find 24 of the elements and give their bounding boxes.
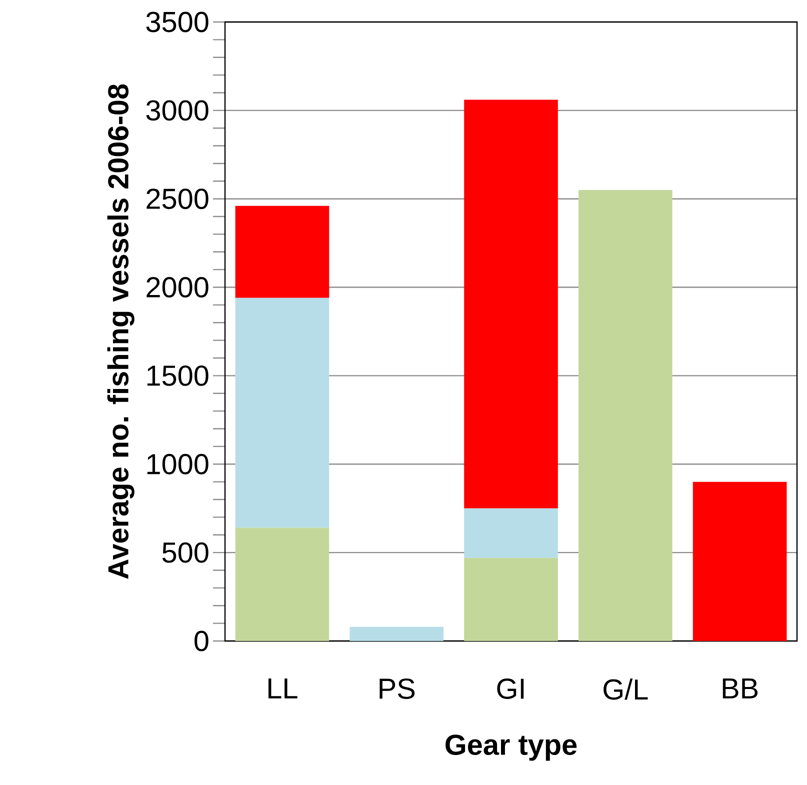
y-tick-label: 500 xyxy=(162,542,208,563)
y-tick-label: 2000 xyxy=(146,277,208,298)
bar xyxy=(464,100,558,508)
y-tick-label: 2500 xyxy=(146,188,208,210)
y-tick-label: 0 xyxy=(194,630,208,652)
bar xyxy=(235,528,330,641)
y-tick-label: 1500 xyxy=(147,365,208,386)
bar xyxy=(235,298,330,528)
x-tick-label: PS xyxy=(380,678,415,699)
bar xyxy=(350,626,444,641)
y-tick-label: 3000 xyxy=(146,100,208,121)
x-axis-title: Gear type xyxy=(446,734,577,761)
bar xyxy=(692,482,787,641)
y-axis-title: Average no. fishing vessels 2006-08 xyxy=(107,84,134,579)
bar xyxy=(578,190,672,641)
bar xyxy=(464,508,558,558)
y-tick-label: 1000 xyxy=(147,454,208,474)
bar xyxy=(235,206,330,298)
x-tick-label: G/L xyxy=(604,678,648,700)
x-tick-label: LL xyxy=(268,678,298,698)
y-tick-label: 3500 xyxy=(146,12,208,32)
x-tick-label: GI xyxy=(497,678,524,699)
x-tick-label: BB xyxy=(722,678,758,698)
bar xyxy=(464,558,558,641)
